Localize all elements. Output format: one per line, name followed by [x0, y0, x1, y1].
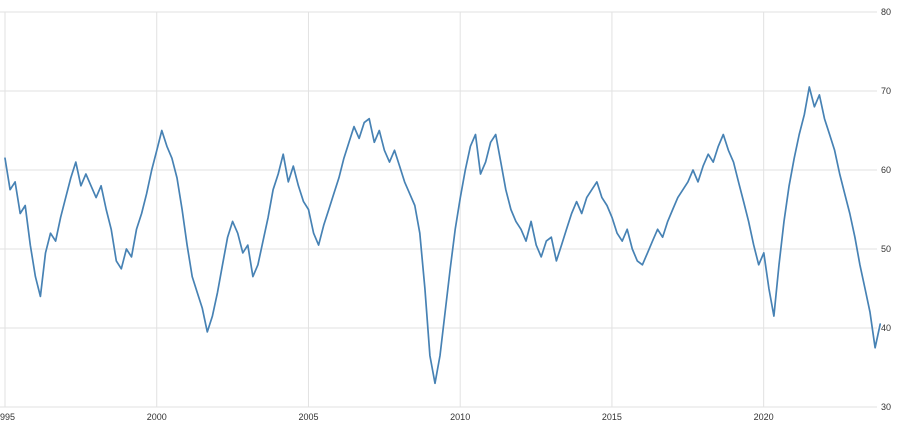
- x-axis-label-2015: 2015: [602, 412, 622, 422]
- x-axis-label-2020: 2020: [754, 412, 774, 422]
- x-axis-label-2000: 2000: [147, 412, 167, 422]
- y-axis-label-30: 30: [881, 402, 891, 412]
- y-axis-label-50: 50: [881, 244, 891, 254]
- data-series-line: [4, 86, 882, 385]
- y-axis-label-70: 70: [881, 86, 891, 96]
- y-axis-label-80: 80: [881, 7, 891, 17]
- y-axis-label-60: 60: [881, 165, 891, 175]
- x-axis-label-2005: 2005: [298, 412, 318, 422]
- y-axis-label-40: 40: [881, 323, 891, 333]
- x-axis-label-995: 995: [0, 412, 15, 422]
- x-axis-label-2010: 2010: [450, 412, 470, 422]
